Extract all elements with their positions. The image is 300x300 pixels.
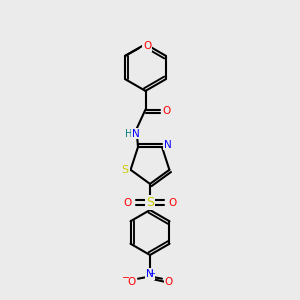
Text: O: O [127, 277, 136, 287]
Text: O: O [164, 277, 173, 287]
Text: N: N [132, 128, 140, 139]
Text: S: S [122, 165, 129, 175]
Text: +: + [148, 269, 155, 278]
Text: −: − [122, 272, 130, 283]
Text: O: O [123, 197, 131, 208]
Text: S: S [146, 196, 154, 209]
Text: O: O [169, 197, 177, 208]
Text: N: N [146, 269, 154, 279]
Text: H: H [125, 128, 133, 139]
Text: O: O [143, 41, 151, 51]
Text: O: O [162, 106, 171, 116]
Text: N: N [164, 140, 171, 150]
